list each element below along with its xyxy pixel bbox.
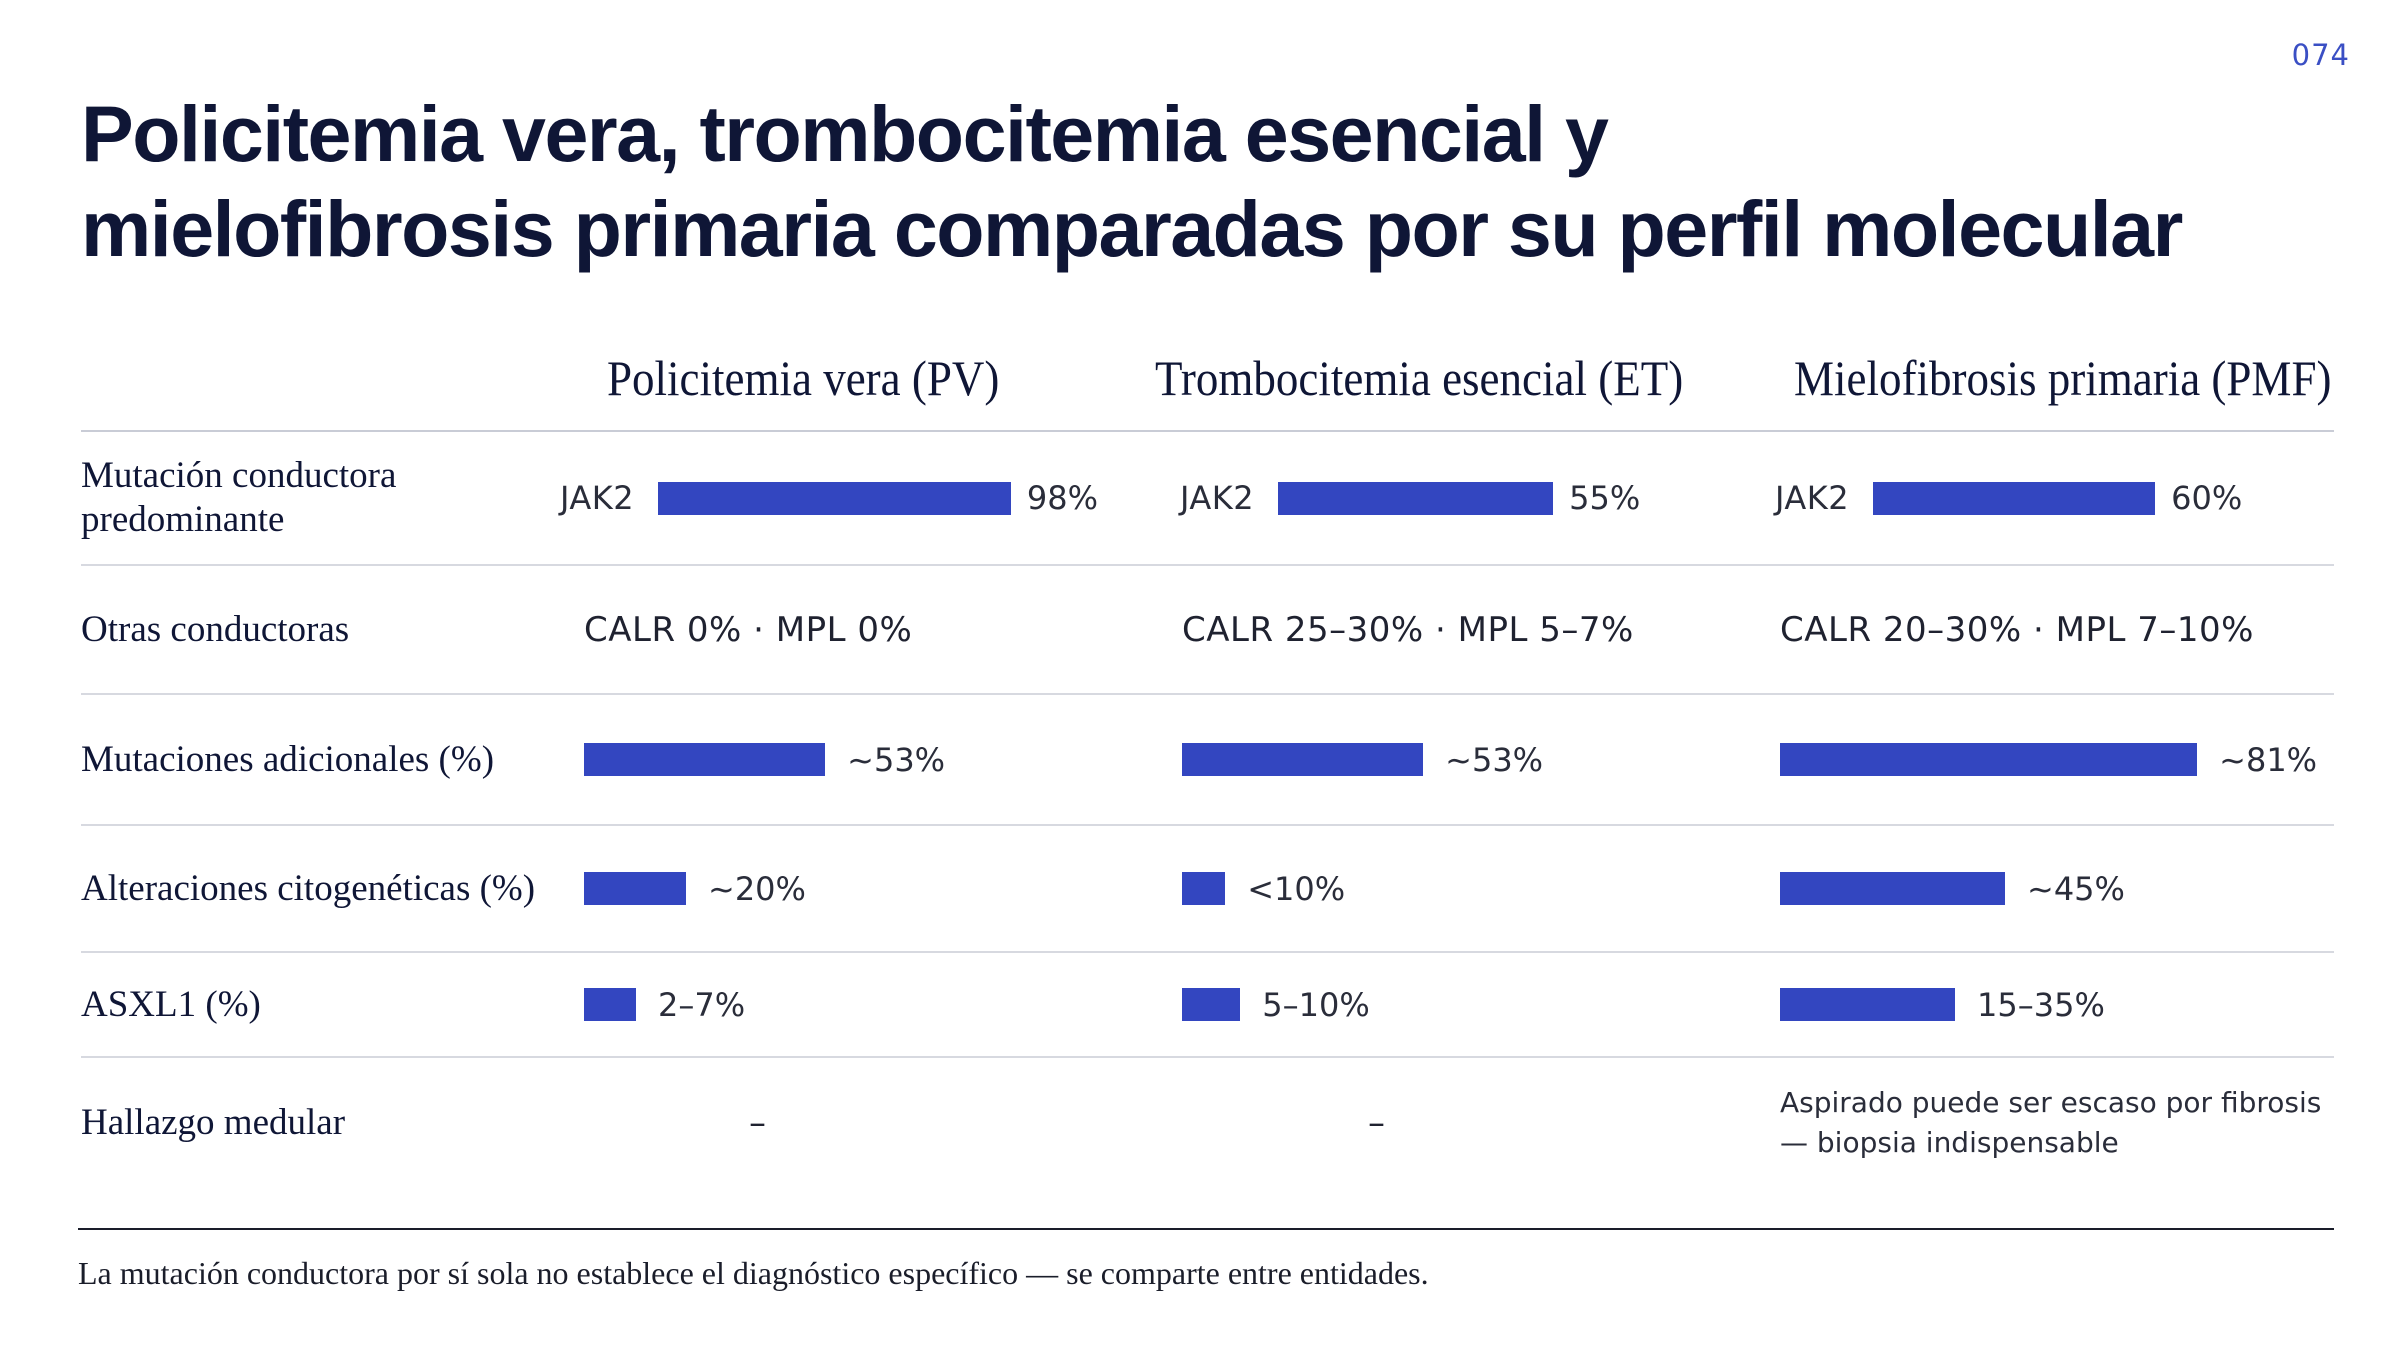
title-line-2: mielofibrosis primaria comparadas por su… <box>81 184 2183 273</box>
page-number: 074 <box>2291 38 2350 72</box>
asxl1-value-pmf: 15–35% <box>1977 985 2105 1024</box>
other-drivers-pv: CALR 0% · MPL 0% <box>584 609 913 650</box>
table-row-driver: Mutación conductora predominante JAK2 98… <box>81 432 2334 566</box>
cytogenetic-bar-et <box>1182 872 1226 905</box>
driver-value-pv: 98% <box>1026 479 1099 517</box>
page-title: Policitemia vera, trombocitemia esencial… <box>81 86 2331 276</box>
driver-bar-pmf <box>1873 481 2156 515</box>
cytogenetic-value-et: <10% <box>1247 869 1346 908</box>
table-row-marrow: Hallazgo medular – – Aspirado puede ser … <box>81 1058 2334 1188</box>
row-label-cytogenetic: Alteraciones citogenéticas (%) <box>81 867 536 909</box>
additional-mutations-value-pv: ~53% <box>847 740 946 779</box>
marrow-pmf-note: Aspirado puede ser escaso por fibrosis —… <box>1780 1086 2322 1159</box>
row-label-driver: Mutación conductora predominante <box>81 455 397 540</box>
driver-value-et: 55% <box>1569 479 1641 517</box>
comparison-table: Policitemia vera (PV) Trombocitemia esen… <box>81 330 2334 1188</box>
cytogenetic-value-pv: ~20% <box>708 869 806 908</box>
column-header-pmf: Mielofibrosis primaria (PMF) <box>1794 350 2332 406</box>
row-label-additional-mutations: Mutaciones adicionales (%) <box>81 738 495 780</box>
row-label-marrow: Hallazgo medular <box>81 1102 346 1143</box>
asxl1-value-et: 5–10% <box>1262 985 1370 1024</box>
asxl1-bar-pmf <box>1780 988 1955 1021</box>
gene-label: JAK2 <box>1180 479 1255 517</box>
additional-mutations-et: ~53% <box>1182 741 1543 779</box>
cytogenetic-value-pmf: ~45% <box>2027 869 2125 908</box>
cytogenetic-pv: ~20% <box>584 870 806 908</box>
driver-bar-et <box>1278 481 1554 515</box>
footnote: La mutación conductora por sí sola no es… <box>78 1255 1429 1291</box>
asxl1-et: 5–10% <box>1182 986 1370 1024</box>
table-row-additional-mutations: Mutaciones adicionales (%) ~53% ~53% ~81… <box>81 695 2334 826</box>
footer-divider <box>78 1228 2334 1230</box>
other-drivers-pmf: CALR 20–30% · MPL 7–10% <box>1780 609 2254 650</box>
additional-mutations-pmf: ~81% <box>1780 741 2317 779</box>
table-row-cytogenetic: Alteraciones citogenéticas (%) ~20% <10%… <box>81 826 2334 953</box>
row-label-asxl1: ASXL1 (%) <box>81 983 261 1025</box>
additional-mutations-bar-pv <box>584 743 826 776</box>
driver-bar-pv <box>658 481 1011 515</box>
driver-value-pmf: 60% <box>2171 479 2243 517</box>
asxl1-bar-et <box>1182 988 1241 1021</box>
column-header-et: Trombocitemia esencial (ET) <box>1155 350 1684 406</box>
cytogenetic-bar-pmf <box>1780 872 2005 905</box>
driver-cell-pmf: JAK2 60% <box>1775 479 2242 517</box>
additional-mutations-pv: ~53% <box>584 741 945 779</box>
driver-cell-pv: JAK2 98% <box>560 479 1098 517</box>
additional-mutations-bar-pmf <box>1780 743 2198 776</box>
cytogenetic-et: <10% <box>1182 870 1345 908</box>
additional-mutations-value-pmf: ~81% <box>2219 740 2318 779</box>
column-header-pv: Policitemia vera (PV) <box>607 350 1000 406</box>
marrow-pv: – <box>749 1103 766 1143</box>
cytogenetic-bar-pv <box>584 872 686 905</box>
gene-label: JAK2 <box>1775 479 1850 517</box>
table-header: Policitemia vera (PV) Trombocitemia esen… <box>81 330 2334 432</box>
table-row-other-drivers: Otras conductoras CALR 0% · MPL 0% CALR … <box>81 566 2334 695</box>
title-line-1: Policitemia vera, trombocitemia esencial… <box>81 89 1609 178</box>
driver-cell-et: JAK2 55% <box>1180 479 1640 517</box>
additional-mutations-bar-et <box>1182 743 1424 776</box>
cytogenetic-pmf: ~45% <box>1780 870 2125 908</box>
additional-mutations-value-et: ~53% <box>1445 740 1544 779</box>
other-drivers-et: CALR 25–30% · MPL 5–7% <box>1182 609 1634 650</box>
asxl1-bar-pv <box>584 988 636 1021</box>
asxl1-pmf: 15–35% <box>1780 986 2105 1024</box>
asxl1-pv: 2–7% <box>584 986 745 1024</box>
gene-label: JAK2 <box>560 479 635 517</box>
table-row-asxl1: ASXL1 (%) 2–7% 5–10% 15–35% <box>81 953 2334 1058</box>
asxl1-value-pv: 2–7% <box>658 985 746 1024</box>
marrow-et: – <box>1368 1103 1385 1143</box>
row-label-other-drivers: Otras conductoras <box>81 608 350 650</box>
